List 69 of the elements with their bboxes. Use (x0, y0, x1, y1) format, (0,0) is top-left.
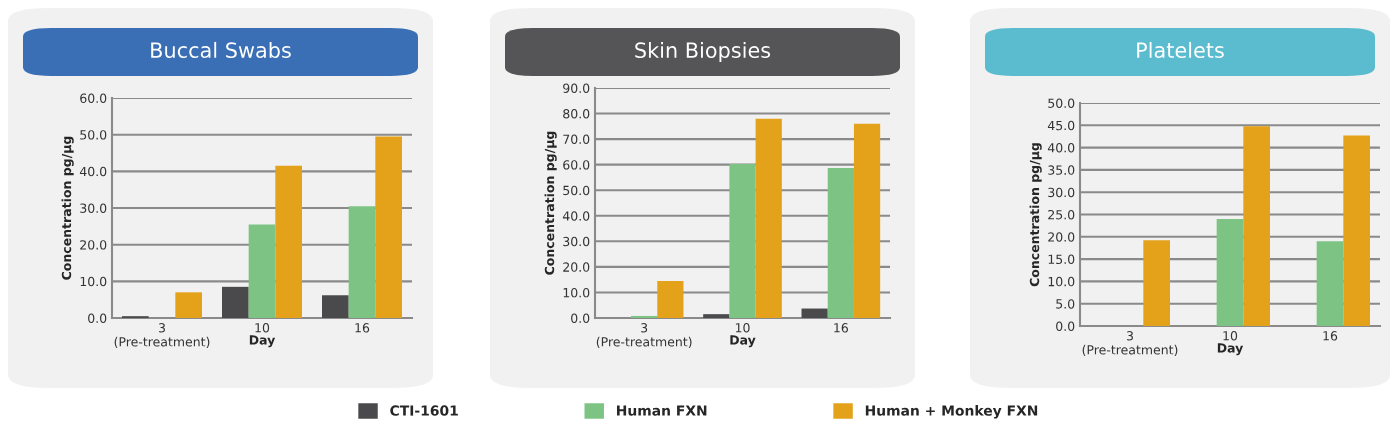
x-axis-title: Day (1217, 343, 1244, 356)
bar (348, 206, 376, 318)
x-axis-title: Day (249, 335, 276, 348)
y-tick-label: 40.0 (562, 211, 590, 221)
bar (1316, 241, 1344, 326)
x-tick-label: 3 (Pre-treatment) (114, 323, 210, 348)
y-tick-label: 20.0 (1048, 232, 1075, 242)
x-tick-label: 16 (1323, 331, 1338, 341)
y-axis-title: Concentration pg/μg (1029, 143, 1042, 287)
y-tick-label: 30.0 (563, 236, 590, 247)
x-axis-title: Day (730, 335, 756, 348)
y-tick-label: 50.0 (80, 130, 107, 140)
x-tick-label: 3 (Pre-treatment) (1082, 331, 1178, 356)
x-tick-label: 3 (Pre-treatment) (596, 323, 692, 348)
y-tick-label: 30.0 (80, 203, 107, 213)
y-tick-label: 40.0 (1047, 143, 1075, 153)
y-tick-label: 20.0 (80, 240, 107, 250)
y-axis-title: Concentration pg/μg (544, 131, 557, 275)
y-tick-label: 60.0 (80, 93, 107, 103)
bar (827, 167, 854, 318)
y-tick-label: 60.0 (563, 160, 590, 170)
bar (1243, 126, 1270, 326)
y-tick-label: 70.0 (563, 134, 590, 145)
chart-title: Platelets (1137, 41, 1224, 59)
bar (853, 123, 881, 318)
x-tick-label: 10 (255, 323, 270, 333)
y-tick-label: 5.0 (1056, 299, 1075, 309)
y-tick-label: 90.0 (563, 83, 590, 93)
bar (729, 163, 756, 318)
legend-label: CTI-1601 (390, 405, 458, 416)
bar (631, 315, 658, 318)
bar (248, 224, 276, 318)
y-tick-label: 10.0 (563, 287, 590, 298)
bar (801, 308, 828, 318)
bar (175, 292, 202, 318)
y-tick-label: 0.0 (1056, 321, 1075, 331)
y-tick-label: 40.0 (79, 166, 107, 177)
y-tick-label: 0.0 (571, 313, 590, 323)
y-tick-label: 10.0 (1048, 276, 1075, 287)
legend-label: Human + Monkey FXN (865, 405, 1038, 419)
x-tick-label: 10 (1223, 331, 1238, 341)
y-tick-label: 45.0 (1047, 120, 1075, 131)
chart-title: Skin Biopsies (635, 41, 771, 63)
x-tick-label: 10 (735, 323, 750, 333)
bar (1343, 135, 1370, 326)
chart-title: Buccal Swabs (151, 41, 291, 59)
y-tick-label: 35.0 (1048, 165, 1075, 175)
bar (703, 314, 730, 318)
bar (1216, 218, 1244, 326)
y-tick-label: 15.0 (1048, 254, 1075, 265)
x-tick-label: 16 (834, 323, 848, 333)
y-tick-label: 50.0 (1048, 98, 1075, 108)
y-tick-label: 20.0 (563, 262, 590, 272)
y-tick-label: 0.0 (88, 313, 107, 323)
bar (755, 118, 782, 318)
y-tick-label: 10.0 (80, 276, 107, 287)
y-tick-label: 25.0 (1048, 209, 1075, 220)
x-tick-label: 16 (355, 323, 370, 333)
legend-label: Human FXN (617, 405, 707, 416)
y-axis-title: Concentration pg/μg (61, 136, 74, 280)
bar (222, 286, 249, 318)
bar (375, 136, 402, 318)
y-tick-label: 80.0 (563, 109, 590, 119)
bar (657, 280, 684, 318)
bar (322, 295, 349, 318)
y-tick-label: 50.0 (563, 185, 590, 196)
bar (1143, 240, 1170, 326)
y-tick-label: 30.0 (1048, 187, 1075, 198)
bar (275, 165, 302, 318)
